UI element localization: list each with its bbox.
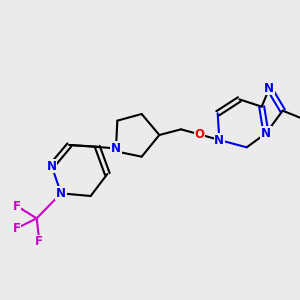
Text: F: F: [35, 235, 43, 248]
Text: N: N: [56, 187, 66, 200]
Text: F: F: [13, 222, 21, 235]
Text: F: F: [13, 200, 21, 212]
Text: N: N: [264, 82, 274, 95]
Text: N: N: [261, 127, 271, 140]
Text: N: N: [47, 160, 57, 172]
Text: N: N: [214, 134, 224, 146]
Text: O: O: [194, 128, 204, 141]
Text: N: N: [111, 142, 121, 155]
